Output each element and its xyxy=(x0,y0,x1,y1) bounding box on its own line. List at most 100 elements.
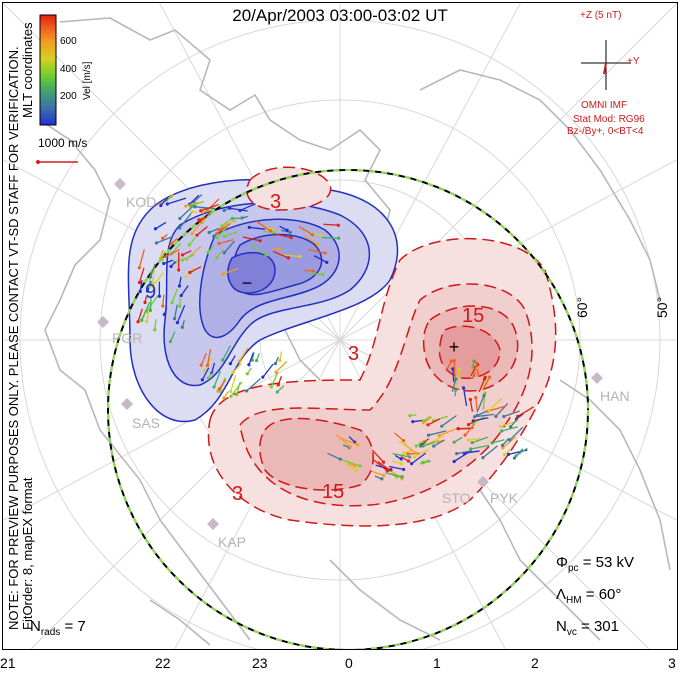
velocity-vector xyxy=(517,406,535,417)
station-label: SAS xyxy=(132,415,161,431)
velocity-vector-origin xyxy=(310,233,314,237)
velocity-vector xyxy=(321,236,339,239)
velocity-vector xyxy=(345,462,357,472)
velocity-vector-origin xyxy=(228,206,232,210)
velocity-vector xyxy=(453,451,469,463)
colorbar xyxy=(39,14,57,126)
velocity-vector xyxy=(152,272,165,287)
velocity-vector xyxy=(145,295,159,312)
velocity-vector xyxy=(392,453,410,458)
velocity-vector xyxy=(160,197,169,206)
velocity-vector xyxy=(270,371,279,388)
velocity-vector-origin xyxy=(153,328,157,332)
velocity-vector-origin xyxy=(494,414,498,418)
velocity-vector xyxy=(167,197,187,205)
negative-potential-cell xyxy=(127,178,399,423)
contour-label: 3 xyxy=(348,343,359,365)
velocity-vector-origin xyxy=(217,242,221,246)
velocity-vector-origin xyxy=(159,203,163,208)
velocity-vector-origin xyxy=(410,462,414,466)
velocity-vector-origin xyxy=(286,256,290,260)
velocity-vector xyxy=(411,452,427,465)
velocity-vector xyxy=(453,360,456,378)
velocity-vector xyxy=(438,427,458,437)
velocity-vector xyxy=(470,367,478,379)
positive-potential-cell xyxy=(207,166,557,527)
contour-label: 9 xyxy=(145,281,156,303)
velocity-vector-origin xyxy=(508,438,512,442)
velocity-vector-origin xyxy=(488,375,492,379)
velocity-vector-origin xyxy=(338,457,342,461)
velocity-vector-origin xyxy=(457,367,461,371)
velocity-vector-origin xyxy=(387,468,391,472)
velocity-vector-origin xyxy=(269,385,273,389)
colorbar-tick: 600 xyxy=(60,36,77,47)
imf-source: OMNI IMF xyxy=(581,100,628,111)
velocity-vector xyxy=(169,331,176,342)
stat-model: Stat Mod: RG96 xyxy=(573,114,645,125)
velocity-vector-origin xyxy=(193,205,197,209)
velocity-vector-origin xyxy=(161,304,165,308)
velocity-vector xyxy=(173,304,178,319)
velocity-vector-origin xyxy=(402,467,406,472)
velocity-vector-origin xyxy=(472,415,477,419)
velocity-vector-origin xyxy=(421,421,425,425)
velocity-vector xyxy=(171,288,178,303)
velocity-vector-origin xyxy=(222,396,226,400)
velocity-vector xyxy=(202,209,213,214)
velocity-vector-origin xyxy=(288,230,292,235)
velocity-vector xyxy=(249,243,267,256)
velocity-vector-origin xyxy=(143,300,147,305)
velocity-vector xyxy=(327,452,341,460)
velocity-vector xyxy=(222,267,239,275)
colorbar-tick: 400 xyxy=(60,64,77,75)
velocity-vector-origin xyxy=(274,370,278,374)
velocity-vector-origin xyxy=(356,443,360,447)
velocity-vector-origin xyxy=(206,376,210,380)
velocity-vector-origin xyxy=(222,234,226,239)
velocity-vector xyxy=(194,206,215,210)
velocity-vector xyxy=(404,444,417,454)
velocity-vector-origin xyxy=(261,375,265,379)
velocity-vector-origin xyxy=(490,441,494,445)
velocity-vector-origin xyxy=(228,362,233,366)
station-label: KOD xyxy=(126,194,157,210)
velocity-vector xyxy=(239,347,249,362)
velocity-vector-origin xyxy=(298,255,302,259)
velocity-vector xyxy=(179,212,192,229)
mlt-tick: 2 xyxy=(531,655,539,671)
velocity-vector xyxy=(211,362,216,374)
velocity-vector-origin xyxy=(285,228,289,232)
velocity-vector-origin xyxy=(212,234,216,238)
velocity-vector-origin xyxy=(179,293,183,298)
station-label: PGR xyxy=(112,330,143,346)
velocity-vector-origin xyxy=(475,366,479,370)
velocity-vector-origin xyxy=(238,208,242,213)
velocity-vector-origin xyxy=(153,227,158,231)
velocity-vector-origin xyxy=(311,269,315,273)
lat-label-60: 60° xyxy=(574,296,590,318)
velocity-vector-origin xyxy=(402,451,406,455)
velocity-vector xyxy=(196,225,208,236)
velocity-vector xyxy=(218,379,227,390)
velocity-vector xyxy=(427,435,445,445)
velocity-vector-origin xyxy=(145,319,149,324)
velocity-vector xyxy=(310,272,324,276)
velocity-vector xyxy=(248,352,254,365)
velocity-vector-origin xyxy=(195,233,199,237)
velocity-vector-origin xyxy=(161,236,165,240)
velocity-vector xyxy=(487,405,506,412)
velocity-vector xyxy=(456,450,473,455)
velocity-vector-origin xyxy=(168,339,173,344)
velocity-vector xyxy=(462,387,468,407)
contour-label: 3 xyxy=(270,191,281,213)
velocity-vector xyxy=(323,223,339,226)
lat-label-50: 50° xyxy=(654,296,670,318)
velocity-vector xyxy=(469,399,474,412)
velocity-vector-origin xyxy=(188,270,192,275)
velocity-vector-origin xyxy=(222,208,226,213)
velocity-vector xyxy=(502,437,510,446)
velocity-vector xyxy=(433,439,445,447)
velocity-vector-origin xyxy=(254,358,259,363)
velocity-vector xyxy=(388,465,404,471)
